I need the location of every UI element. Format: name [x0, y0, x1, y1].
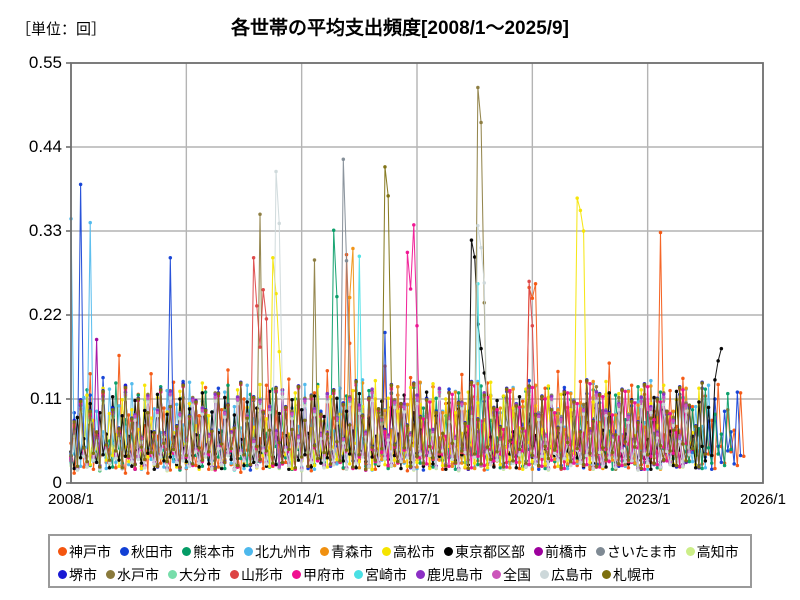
y-tick-label: 0.33 — [28, 221, 62, 240]
legend-item-青森市[interactable]: 青森市 — [320, 545, 373, 559]
legend-marker-icon — [534, 547, 543, 556]
legend-item-札幌市[interactable]: 札幌市 — [602, 568, 655, 582]
legend-item-高松市[interactable]: 高松市 — [382, 545, 435, 559]
legend-item-水戸市[interactable]: 水戸市 — [106, 568, 159, 582]
legend-label: 甲府市 — [303, 566, 345, 583]
x-tick-label: 2011/1 — [163, 491, 209, 508]
legend-marker-icon — [416, 570, 425, 579]
x-tick-label: 2017/1 — [394, 491, 440, 508]
series-19 — [69, 165, 708, 471]
legend-marker-icon — [182, 547, 191, 556]
legend-marker-icon — [596, 547, 605, 556]
x-tick-label: 2020/1 — [509, 491, 556, 508]
legend-item-鹿児島市[interactable]: 鹿児島市 — [416, 568, 483, 582]
legend-row: 堺市 水戸市 大分市 山形市 甲府市 宮崎市 鹿児島市 全国 広島市 札幌市 — [58, 563, 744, 586]
legend-marker-icon — [382, 547, 391, 556]
legend-item-熊本市[interactable]: 熊本市 — [182, 545, 235, 559]
legend-label: 大分市 — [179, 566, 221, 583]
legend-label: 東京都区部 — [455, 543, 525, 560]
x-tick-label: 2014/1 — [278, 491, 325, 508]
legend-marker-icon — [58, 547, 67, 556]
legend-label: 鹿児島市 — [427, 566, 483, 583]
legend-item-高知市[interactable]: 高知市 — [685, 543, 739, 560]
x-tick-label: 2023/1 — [624, 491, 671, 508]
legend-item-広島市[interactable]: 広島市 — [540, 568, 593, 582]
legend-marker-icon — [106, 570, 115, 579]
legend-label: 水戸市 — [117, 566, 159, 583]
legend-marker-icon — [685, 547, 695, 556]
legend-label: 青森市 — [331, 543, 373, 560]
legend-label: 札幌市 — [613, 566, 655, 583]
legend-item-秋田市[interactable]: 秋田市 — [120, 545, 173, 559]
legend-label: さいたま市 — [607, 543, 677, 560]
legend-label: 神戸市 — [69, 543, 111, 560]
legend-row: 神戸市 秋田市 熊本市 北九州市 青森市 高松市 東京都区部 前橋市 さいたま市 高知市 — [58, 540, 744, 563]
y-tick-label: 0.11 — [30, 389, 62, 408]
y-tick-label: 0.22 — [28, 305, 62, 324]
legend-item-全国[interactable]: 全国 — [492, 568, 531, 582]
plot-frame — [70, 62, 764, 484]
legend-marker-icon — [230, 570, 239, 579]
legend-item-山形市[interactable]: 山形市 — [230, 568, 283, 582]
unit-label: ［単位：回］ — [16, 21, 107, 38]
chart-legend: 神戸市 秋田市 熊本市 北九州市 青森市 高松市 東京都区部 前橋市 さいたま市 高知市 堺市 水戸… — [48, 534, 752, 588]
legend-item-東京都区部[interactable]: 東京都区部 — [444, 545, 525, 559]
legend-label: 宮崎市 — [365, 566, 407, 583]
legend-marker-icon — [58, 570, 67, 579]
legend-label: 高知市 — [696, 543, 739, 560]
legend-item-さいたま市[interactable]: さいたま市 — [596, 545, 677, 559]
legend-marker-icon — [168, 570, 177, 579]
legend-marker-icon — [354, 570, 363, 579]
legend-marker-icon — [320, 547, 329, 556]
legend-marker-icon — [444, 547, 453, 556]
legend-item-堺市[interactable]: 堺市 — [58, 568, 97, 582]
legend-label: 高松市 — [393, 543, 435, 560]
legend-item-北九州市[interactable]: 北九州市 — [244, 545, 311, 559]
x-tick-label: 2008/1 — [48, 491, 94, 508]
legend-label: 全国 — [503, 566, 531, 583]
legend-marker-icon — [602, 570, 611, 579]
legend-item-前橋市[interactable]: 前橋市 — [534, 545, 587, 559]
y-tick-label: 0.55 — [28, 53, 62, 72]
legend-label: 堺市 — [69, 566, 97, 583]
legend-label: 北九州市 — [255, 543, 311, 560]
y-tick-label: 0 — [52, 473, 62, 492]
legend-label: 熊本市 — [193, 543, 235, 560]
legend-marker-icon — [540, 570, 549, 579]
legend-marker-icon — [292, 570, 301, 579]
legend-label: 秋田市 — [131, 543, 173, 560]
legend-label: 前橋市 — [545, 543, 587, 560]
x-tick-label: 2026/1 — [740, 491, 786, 508]
legend-item-大分市[interactable]: 大分市 — [168, 568, 221, 582]
legend-marker-icon — [492, 570, 501, 579]
legend-label: 山形市 — [241, 566, 283, 583]
legend-item-神戸市[interactable]: 神戸市 — [58, 545, 111, 559]
legend-marker-icon — [120, 547, 129, 556]
legend-marker-icon — [244, 547, 253, 556]
legend-item-宮崎市[interactable]: 宮崎市 — [354, 568, 407, 582]
page-title: 各世帯の平均支出頻度[2008/1～2025/9] — [231, 18, 569, 39]
legend-label: 広島市 — [551, 566, 593, 583]
legend-item-甲府市[interactable]: 甲府市 — [292, 568, 345, 582]
y-tick-label: 0.44 — [28, 137, 62, 156]
